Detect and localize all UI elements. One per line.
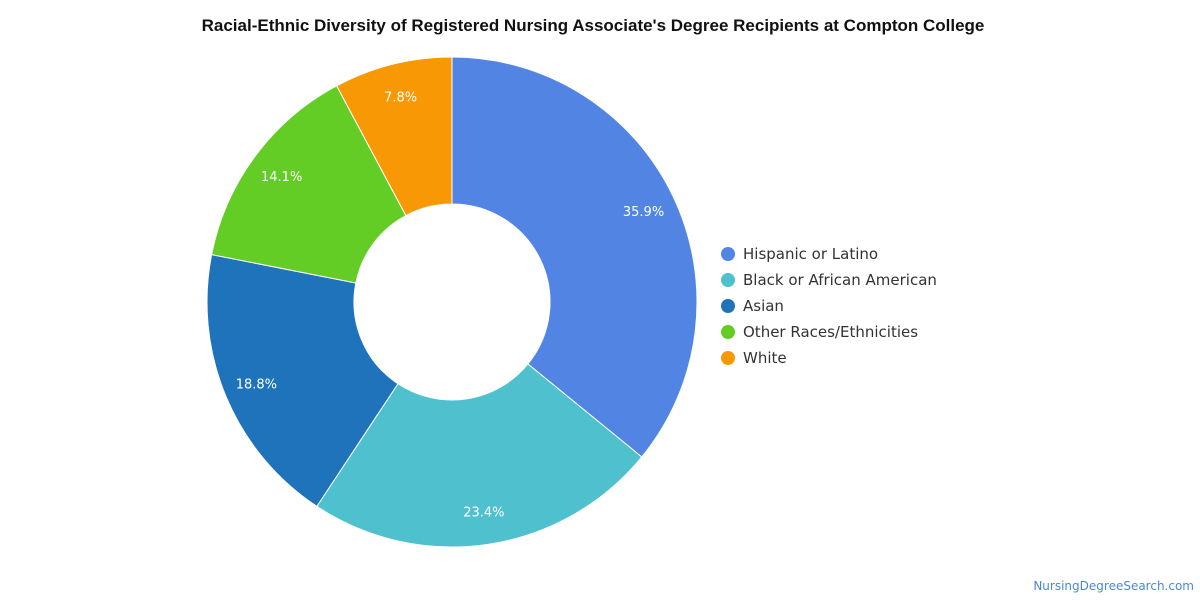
slice-label-hispanic-or-latino: 35.9% (623, 205, 664, 220)
slice-asian[interactable] (206, 253, 399, 508)
legend: Hispanic or Latino Black or African Ameri… (721, 241, 937, 371)
legend-swatch-icon (721, 325, 735, 339)
slice-other-races-ethnicities[interactable] (211, 85, 407, 284)
legend-swatch-icon (721, 247, 735, 261)
slice-label-asian: 18.8% (236, 378, 277, 393)
legend-swatch-icon (721, 351, 735, 365)
slice-label-black-or-african-american: 23.4% (463, 506, 504, 521)
legend-item-asian[interactable]: Asian (721, 293, 937, 319)
slice-label-white: 7.8% (384, 90, 417, 105)
legend-item-hispanic-or-latino[interactable]: Hispanic or Latino (721, 241, 937, 267)
legend-item-black-or-african-american[interactable]: Black or African American (721, 267, 937, 293)
legend-item-white[interactable]: White (721, 345, 937, 371)
slice-labels-group: 35.9% 23.4% 18.8% 14.1% 7.8% (236, 90, 664, 520)
legend-swatch-icon (721, 299, 735, 313)
legend-label: White (743, 349, 787, 367)
legend-item-other-races-ethnicities[interactable]: Other Races/Ethnicities (721, 319, 937, 345)
slice-black-or-african-american[interactable] (316, 363, 643, 548)
slice-hispanic-or-latino[interactable] (451, 56, 698, 458)
legend-swatch-icon (721, 273, 735, 287)
legend-label: Black or African American (743, 271, 937, 289)
legend-label: Other Races/Ethnicities (743, 323, 919, 341)
source-credit-link[interactable]: NursingDegreeSearch.com (1033, 579, 1194, 593)
chart-title: Racial-Ethnic Diversity of Registered Nu… (201, 16, 985, 35)
legend-label: Asian (743, 297, 784, 315)
slice-label-other-races-ethnicities: 14.1% (261, 170, 302, 185)
legend-label: Hispanic or Latino (743, 245, 879, 263)
slice-white[interactable] (336, 56, 453, 217)
slices-group (206, 56, 698, 548)
